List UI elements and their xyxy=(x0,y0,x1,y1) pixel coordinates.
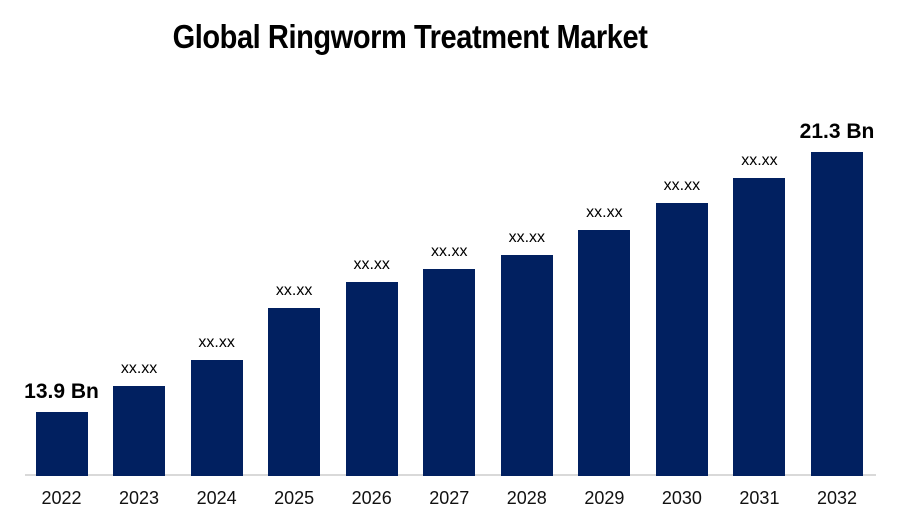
x-tick-2026: 2026 xyxy=(351,488,392,508)
bar-2030 xyxy=(655,203,708,476)
x-tick-2023: 2023 xyxy=(119,488,160,508)
value-label-2025: xx.xx xyxy=(275,282,313,299)
value-label-2023: xx.xx xyxy=(120,360,158,377)
bar-2022 xyxy=(35,412,88,476)
chart-title: Global Ringworm Treatment Market xyxy=(172,18,648,55)
x-tick-2027: 2027 xyxy=(429,488,470,508)
bar-2028 xyxy=(500,255,553,476)
value-label-2024: xx.xx xyxy=(198,334,235,351)
bar-2029 xyxy=(578,230,631,476)
value-label-2028: xx.xx xyxy=(508,229,546,246)
x-tick-2022: 2022 xyxy=(41,488,82,508)
value-label-2029: xx.xx xyxy=(586,204,623,221)
value-label-2026: xx.xx xyxy=(353,256,390,273)
x-tick-2024: 2024 xyxy=(196,488,237,508)
x-tick-2029: 2029 xyxy=(584,488,625,508)
bar-2027 xyxy=(423,269,476,476)
x-tick-2028: 2028 xyxy=(506,488,547,508)
bar-2023 xyxy=(113,386,166,476)
value-label-2032: 21.3 Bn xyxy=(799,120,875,143)
value-label-2027: xx.xx xyxy=(431,243,468,260)
x-tick-2030: 2030 xyxy=(661,488,702,508)
bar-2032 xyxy=(811,152,863,476)
x-tick-2032: 2032 xyxy=(816,488,858,508)
x-tick-2025: 2025 xyxy=(274,488,315,508)
value-label-2031: xx.xx xyxy=(741,152,778,169)
bar-2026 xyxy=(345,282,398,476)
bar-2025 xyxy=(268,308,321,476)
x-tick-2031: 2031 xyxy=(739,488,780,508)
bar-2024 xyxy=(190,360,243,476)
bar-2031 xyxy=(733,178,786,476)
value-label-2030: xx.xx xyxy=(663,177,701,194)
value-label-2022: 13.9 Bn xyxy=(24,380,99,403)
